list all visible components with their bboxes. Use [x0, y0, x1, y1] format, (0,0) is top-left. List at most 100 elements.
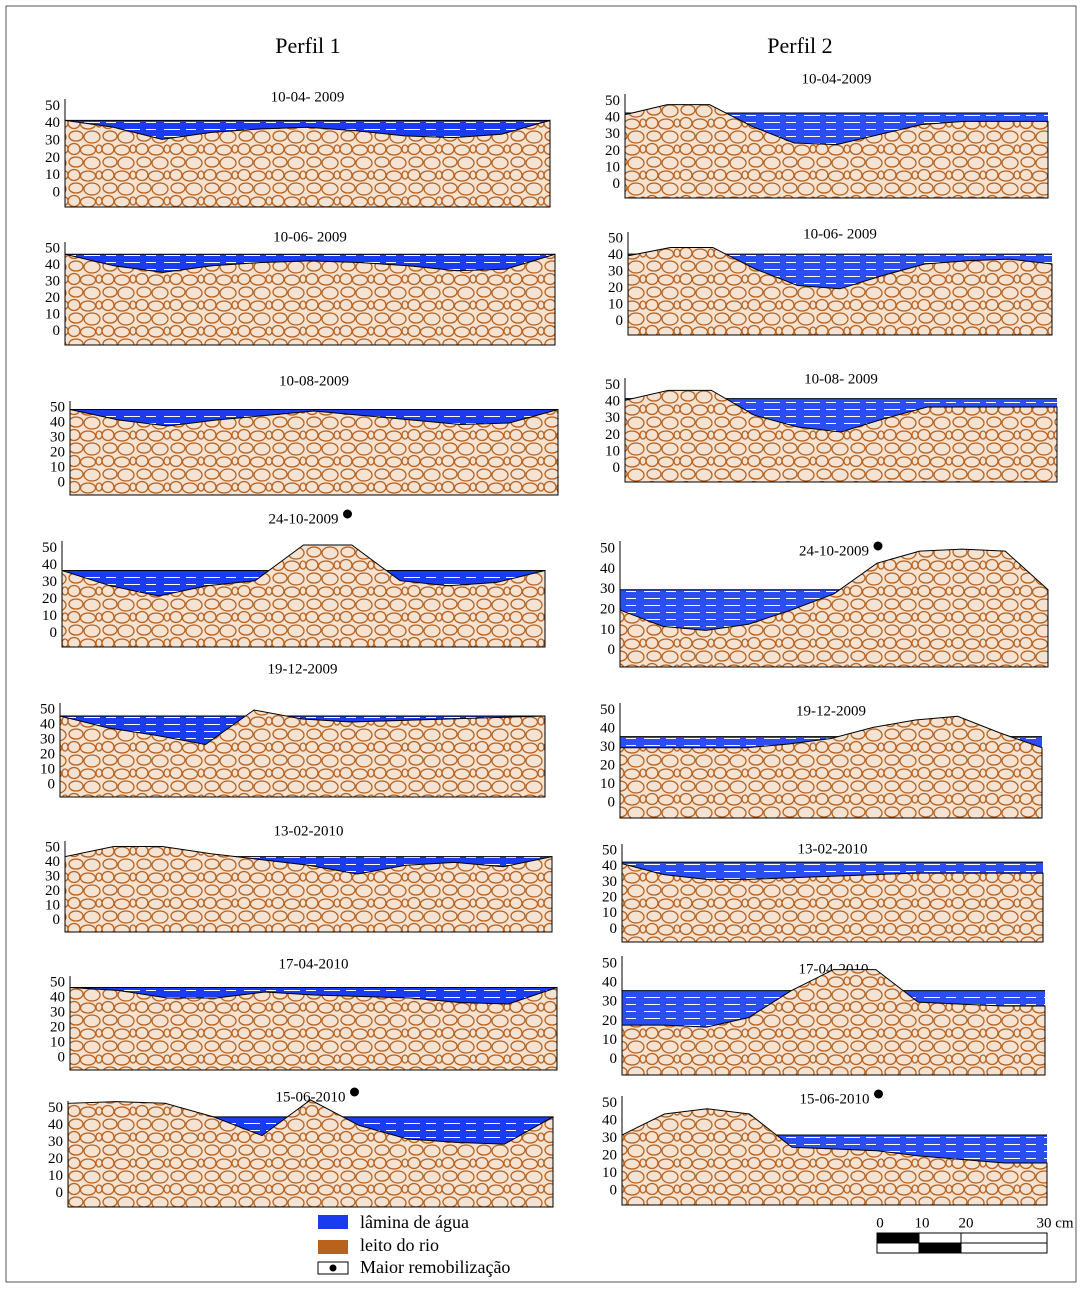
- scale-bar: 0 10 20 30 cm: [876, 1215, 1074, 1253]
- y-tick-label: 30: [50, 429, 65, 445]
- y-tick-label: 50: [608, 231, 623, 247]
- remobilization-marker: [874, 542, 882, 550]
- bed-texture: [620, 716, 1042, 818]
- legend-swatch: [318, 1240, 348, 1254]
- y-tick-label: 20: [602, 1013, 617, 1029]
- y-tick-label: 30: [45, 868, 60, 884]
- y-tick-label: 40: [45, 115, 60, 131]
- y-tick-label: 40: [48, 1117, 63, 1133]
- legend-label: Maior remobilização: [360, 1257, 510, 1277]
- y-tick-label: 50: [605, 93, 620, 109]
- legend-swatch: [318, 1215, 348, 1229]
- profile-chart: 24-10-200901020304050: [600, 541, 1048, 667]
- y-tick-label: 30: [42, 574, 57, 590]
- y-tick-label: 10: [602, 1032, 617, 1048]
- column-header: Perfil 1: [275, 33, 340, 58]
- y-tick-label: 0: [50, 625, 58, 641]
- y-tick-label: 40: [600, 561, 615, 577]
- remobilization-marker: [875, 1090, 883, 1098]
- y-tick-label: 0: [610, 921, 618, 937]
- y-tick-label: 20: [45, 290, 60, 306]
- y-tick-label: 40: [602, 858, 617, 874]
- chart-title: 13-02-2010: [274, 823, 344, 839]
- y-tick-label: 30: [602, 874, 617, 890]
- profile-chart: 10-06- 200901020304050: [608, 226, 1052, 335]
- y-tick-label: 20: [608, 280, 623, 296]
- chart-title: 24-10-2009: [799, 543, 869, 559]
- profile-chart: 15-06-201001020304050: [48, 1088, 553, 1207]
- y-tick-label: 50: [605, 377, 620, 393]
- scale-label: 30 cm: [1036, 1215, 1073, 1231]
- chart-title: 19-12-2009: [796, 703, 866, 719]
- y-tick-label: 0: [608, 795, 616, 811]
- y-tick-label: 40: [602, 1112, 617, 1128]
- chart-title: 10-08- 2009: [804, 371, 878, 387]
- y-tick-label: 50: [600, 702, 615, 718]
- y-tick-label: 30: [48, 1134, 63, 1150]
- chart-title: 15-06-2010: [800, 1091, 870, 1107]
- y-tick-label: 50: [600, 541, 615, 557]
- chart-title: 10-06- 2009: [273, 229, 347, 245]
- y-tick-label: 20: [40, 746, 55, 762]
- column-header: Perfil 2: [767, 33, 832, 58]
- y-tick-label: 30: [602, 1130, 617, 1146]
- y-tick-label: 10: [45, 167, 60, 183]
- y-tick-label: 30: [608, 264, 623, 280]
- y-tick-label: 10: [602, 1165, 617, 1181]
- y-tick-label: 40: [602, 974, 617, 990]
- chart-title: 13-02-2010: [798, 841, 868, 857]
- chart-title: 19-12-2009: [268, 661, 338, 677]
- y-tick-label: 0: [613, 176, 621, 192]
- scale-label: 10: [915, 1215, 930, 1231]
- y-tick-label: 10: [608, 297, 623, 313]
- y-tick-label: 10: [42, 608, 57, 624]
- y-tick-label: 30: [45, 274, 60, 290]
- y-tick-label: 0: [613, 460, 621, 476]
- y-tick-label: 0: [53, 912, 61, 928]
- y-tick-label: 20: [45, 883, 60, 899]
- y-tick-label: 10: [45, 307, 60, 323]
- y-tick-label: 20: [600, 602, 615, 618]
- y-tick-label: 50: [602, 843, 617, 859]
- y-tick-label: 50: [45, 98, 60, 114]
- profile-chart: 10-04- 200901020304050: [45, 89, 550, 207]
- y-tick-label: 40: [50, 414, 65, 430]
- y-tick-label: 0: [610, 1182, 618, 1198]
- y-tick-label: 50: [42, 540, 57, 556]
- y-tick-label: 50: [50, 974, 65, 990]
- y-tick-label: 40: [45, 854, 60, 870]
- y-tick-label: 20: [602, 890, 617, 906]
- y-tick-label: 20: [602, 1147, 617, 1163]
- y-tick-label: 30: [602, 994, 617, 1010]
- y-tick-label: 50: [602, 1095, 617, 1111]
- y-tick-label: 0: [56, 1185, 64, 1201]
- y-tick-label: 50: [48, 1100, 63, 1116]
- chart-title: 10-04-2009: [802, 71, 872, 87]
- y-tick-label: 20: [50, 444, 65, 460]
- y-tick-label: 30: [40, 731, 55, 747]
- y-tick-label: 40: [40, 716, 55, 732]
- bed-texture: [62, 545, 545, 647]
- y-tick-label: 10: [40, 761, 55, 777]
- y-tick-label: 40: [600, 721, 615, 737]
- y-tick-label: 40: [605, 393, 620, 409]
- y-tick-label: 10: [48, 1168, 63, 1184]
- y-tick-label: 0: [48, 776, 56, 792]
- y-tick-label: 20: [45, 150, 60, 166]
- y-tick-label: 50: [45, 241, 60, 257]
- y-tick-label: 20: [42, 591, 57, 607]
- bed-texture: [68, 1100, 553, 1207]
- scale-label: 20: [959, 1215, 974, 1231]
- y-tick-label: 0: [53, 185, 61, 201]
- y-tick-label: 50: [602, 955, 617, 971]
- y-tick-label: 10: [600, 622, 615, 638]
- profile-chart: 10-08-200901020304050: [50, 373, 558, 495]
- y-tick-label: 0: [610, 1051, 618, 1067]
- y-tick-label: 30: [45, 133, 60, 149]
- y-tick-label: 0: [616, 313, 624, 329]
